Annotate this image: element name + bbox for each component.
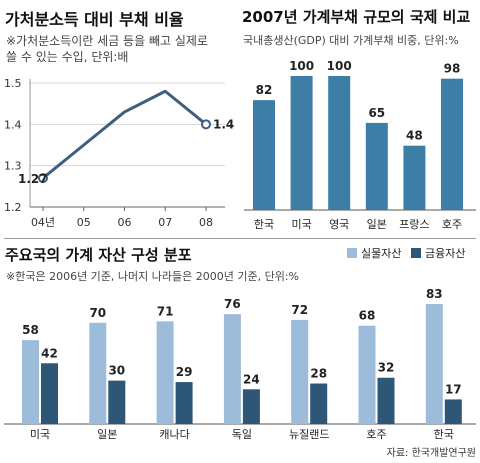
legend-label: 금융자산 [425,247,465,260]
x-tick-label: 일본 [97,427,117,441]
bar [22,340,39,424]
bar [108,380,126,424]
line-chart-subtitle-1: ※가처분소득이란 세금 등을 빼고 실제로 [6,34,208,48]
legend-swatch [411,248,421,258]
bar [365,122,388,210]
y-tick-label: 1.4 [4,118,22,131]
x-tick-label: 한국 [434,428,454,441]
bar [441,78,463,211]
bar-value-label: 82 [256,83,273,97]
x-tick-label: 06 [118,216,132,229]
bar [41,363,58,424]
x-tick-label: 04년 [31,216,55,229]
bar [358,325,376,424]
x-tick-label: 08 [199,216,213,229]
x-tick-label: 07 [158,216,172,229]
bar [328,76,351,210]
x-tick-label: 캐나다 [159,428,189,441]
bar [444,399,462,424]
bar [89,322,107,424]
bar-value-label: 30 [108,364,125,378]
x-tick-label: 05 [77,216,91,229]
data-label: 1.4 [213,117,234,131]
line-chart: 1.2 1.3 1.4 1.5 04년 05 06 07 08 1.27 1.4 [4,77,234,229]
x-tick-label: 한국 [254,218,274,231]
x-tick-label: 호주 [366,428,386,441]
x-tick-label: 영국 [329,218,349,231]
x-tick-label: 독일 [232,427,252,441]
x-tick-label: 일본 [367,217,387,231]
y-tick-label: 1.5 [4,77,22,90]
x-tick-label: 호주 [442,218,462,231]
line-point [201,119,211,130]
x-tick-label: 미국 [291,218,311,231]
line-point [38,173,48,184]
line-series [42,89,207,180]
x-tick-label: 미국 [30,428,50,441]
bar [377,377,395,424]
bar [223,314,241,424]
bar [291,319,309,424]
line-chart-title: 가처분소득 대비 부채 비율 [5,10,184,29]
bar-value-label: 65 [368,106,385,120]
bar-value-label: 71 [157,304,174,318]
bar-value-label: 29 [176,365,193,379]
source-note: 자료: 한국개발연구원 [387,447,476,459]
bar [175,382,193,424]
bar-value-label: 58 [22,323,39,337]
grouped-chart-subtitle: ※한국은 2006년 기준, 나머지 나라들은 2000년 기준, 단위:% [6,270,299,283]
bar-value-label: 83 [426,287,443,301]
bar [403,145,426,210]
section-divider [4,238,476,239]
bar [156,321,174,424]
bar [310,383,328,424]
bar [242,389,260,424]
bar-value-label: 100 [289,59,314,73]
line-chart-subtitle-2: 쓸 수 있는 수입, 단위:배 [6,50,129,64]
bar-value-label: 28 [310,367,327,381]
bar [425,304,443,424]
bar-value-label: 32 [378,361,395,375]
bar-value-label: 17 [445,382,462,396]
bar-chart-subtitle: 국내총생산(GDP) 대비 가계부채 비중, 단위:% [243,34,459,47]
bar-value-label: 70 [89,306,106,320]
legend-swatch [347,248,357,258]
y-tick-label: 1.2 [4,201,22,214]
bar [253,100,275,210]
y-tick-label: 1.3 [4,160,22,173]
bar-value-label: 48 [406,129,423,143]
x-tick-label: 프랑스 [399,218,429,231]
bar-value-label: 98 [444,62,461,76]
bar-value-label: 76 [224,297,241,311]
bar-chart: 82 한국 100 미국 100 영국 65 일본 48 프랑스 98 호주 [244,59,476,231]
grouped-chart-title: 주요국의 가계 자산 구성 분포 [5,246,192,264]
bar-value-label: 100 [327,59,352,73]
bar-value-label: 72 [291,303,308,317]
legend-label: 실물자산 [361,247,401,260]
data-label: 1.27 [18,172,48,186]
x-tick-label: 뉴질랜드 [289,428,329,441]
bar [290,76,313,210]
bar-value-label: 68 [359,309,376,323]
bar-value-label: 42 [41,346,58,360]
bar-value-label: 24 [243,372,260,386]
bar-chart-title: 2007년 가계부채 규모의 국제 비교 [242,8,471,26]
